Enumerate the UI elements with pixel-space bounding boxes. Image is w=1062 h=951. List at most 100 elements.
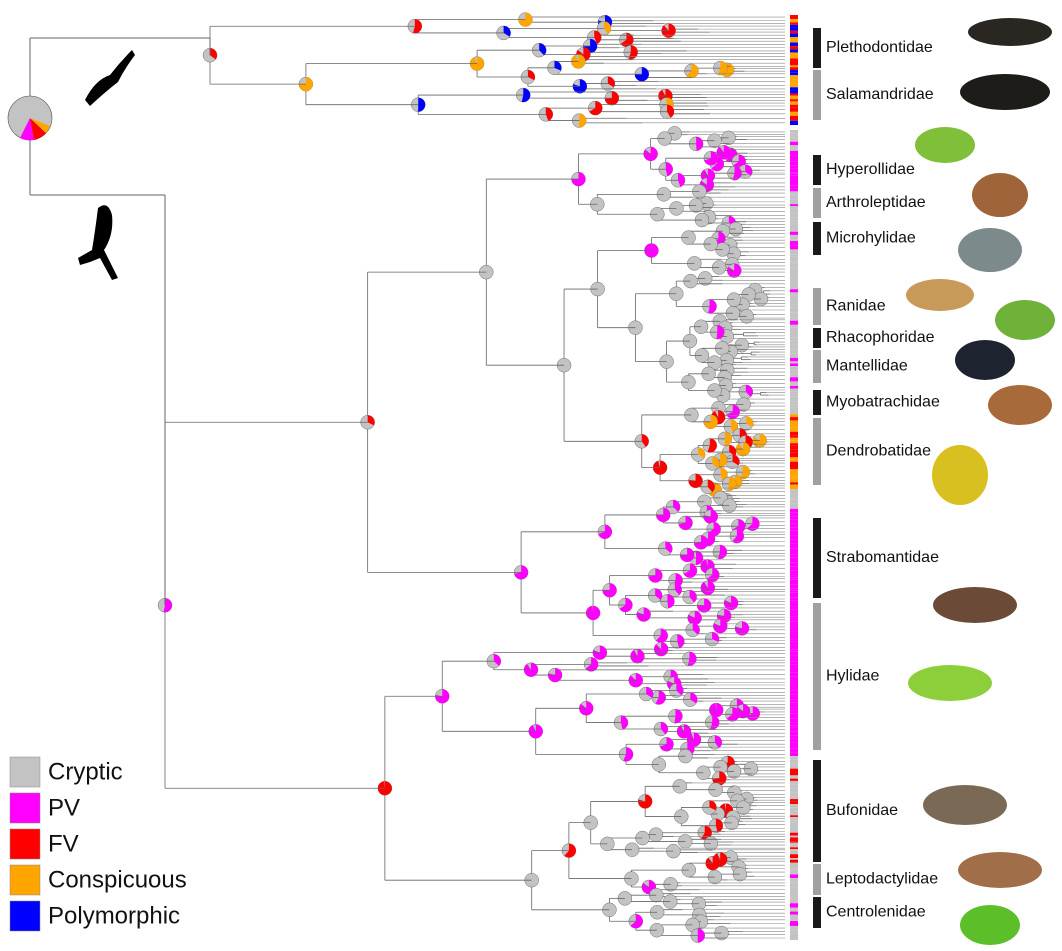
- tip-state: [790, 636, 798, 639]
- tip-state: [790, 296, 798, 299]
- clade-bar: [813, 28, 821, 68]
- tip-state: [790, 432, 798, 436]
- tip-state: [790, 328, 798, 331]
- tip-state: [790, 763, 798, 765]
- tip-state: [790, 921, 798, 926]
- legend-label: Conspicuous: [48, 866, 187, 893]
- tip-state: [790, 55, 798, 59]
- tip-state: [790, 200, 798, 205]
- node-pie-slice: [418, 98, 425, 112]
- tip-state: [790, 479, 798, 483]
- tip-state: [790, 799, 798, 801]
- tip-state: [790, 822, 798, 827]
- clade-bar: [813, 328, 821, 348]
- tip-state: [790, 354, 798, 356]
- legend-label: FV: [48, 830, 79, 857]
- clade-bar: [813, 897, 821, 928]
- tip-state: [790, 462, 798, 465]
- clade-bar: [813, 864, 821, 895]
- tip-state: [790, 31, 798, 34]
- tip-state: [790, 815, 798, 817]
- tip-state: [790, 286, 798, 289]
- photo: [958, 852, 1042, 888]
- tip-state: [790, 639, 798, 641]
- clade-label: Mantellidae: [826, 358, 908, 375]
- node-pie-slice: [725, 432, 732, 446]
- tip-state: [790, 43, 798, 47]
- tip-state: [790, 61, 798, 65]
- clade-bar: [813, 518, 821, 598]
- tip-state: [790, 408, 798, 413]
- tip-state: [790, 80, 798, 84]
- node-pie-slice: [696, 137, 703, 151]
- tip-state: [790, 504, 798, 505]
- clade-bar: [813, 222, 821, 255]
- tip-state: [790, 714, 798, 716]
- tip-state: [790, 878, 798, 882]
- node-pie-slice: [698, 929, 705, 943]
- tip-state: [790, 214, 798, 218]
- tip-state: [790, 472, 798, 477]
- tip-state: [790, 321, 798, 325]
- tip-state: [790, 664, 798, 667]
- tip-state: [790, 268, 798, 270]
- tip-state: [790, 738, 798, 742]
- tip-state: [790, 181, 798, 186]
- photo: [988, 385, 1052, 425]
- tip-state: [790, 691, 798, 694]
- tip-state: [790, 249, 798, 254]
- node-pie-slice: [674, 709, 682, 723]
- tip-state: [790, 40, 798, 43]
- tip-state: [790, 936, 798, 940]
- tip-state: [790, 235, 798, 239]
- page: {"legend": {"items": [ {"label": "Crypti…: [0, 0, 1062, 951]
- clade-bar: [813, 418, 821, 485]
- tip-state: [790, 229, 798, 231]
- tip-state: [790, 820, 798, 822]
- tip-state: [790, 209, 798, 214]
- clade-bar: [813, 155, 821, 185]
- tip-state: [790, 530, 798, 534]
- photo: [960, 905, 1020, 945]
- tip-state: [790, 325, 798, 328]
- tip-state: [790, 836, 798, 838]
- tip-state: [790, 632, 798, 636]
- tip-state: [790, 361, 798, 363]
- tip-state: [790, 723, 798, 726]
- tip-state: [790, 602, 798, 606]
- tip-state: [790, 185, 798, 188]
- tip-state: [790, 405, 798, 408]
- tip-state: [790, 317, 798, 319]
- clade-label: Hyperollidae: [826, 161, 915, 178]
- tip-state: [790, 270, 798, 274]
- tip-state: [790, 305, 798, 308]
- tip-state: [790, 668, 798, 673]
- tip-state: [790, 389, 798, 392]
- tip-state: [790, 65, 798, 67]
- tip-state: [790, 151, 798, 156]
- tip-state: [790, 775, 798, 778]
- tip-state: [790, 719, 798, 723]
- tip-state: [790, 677, 798, 681]
- tip-state: [790, 548, 798, 552]
- tip-state: [790, 99, 798, 101]
- tip-state: [790, 350, 798, 353]
- tip-state: [790, 684, 798, 686]
- clade-label: Ranidae: [826, 298, 886, 315]
- tip-state: [790, 121, 798, 125]
- tip-state: [790, 896, 798, 898]
- tip-state: [790, 204, 798, 206]
- tip-state: [790, 358, 798, 361]
- tip-state: [790, 616, 798, 618]
- tip-state: [790, 176, 798, 181]
- node-pie-slice: [579, 114, 586, 128]
- figure: PlethodontidaeSalamandridaeHyperollidaeA…: [0, 0, 1062, 951]
- photo: [958, 228, 1022, 272]
- tip-state: [790, 135, 798, 137]
- tip-state: [790, 356, 798, 358]
- tip-state: [790, 498, 798, 499]
- tip-strip: [790, 15, 798, 940]
- tip-state: [790, 162, 798, 166]
- tip-state: [790, 659, 798, 661]
- tip-state: [790, 756, 798, 760]
